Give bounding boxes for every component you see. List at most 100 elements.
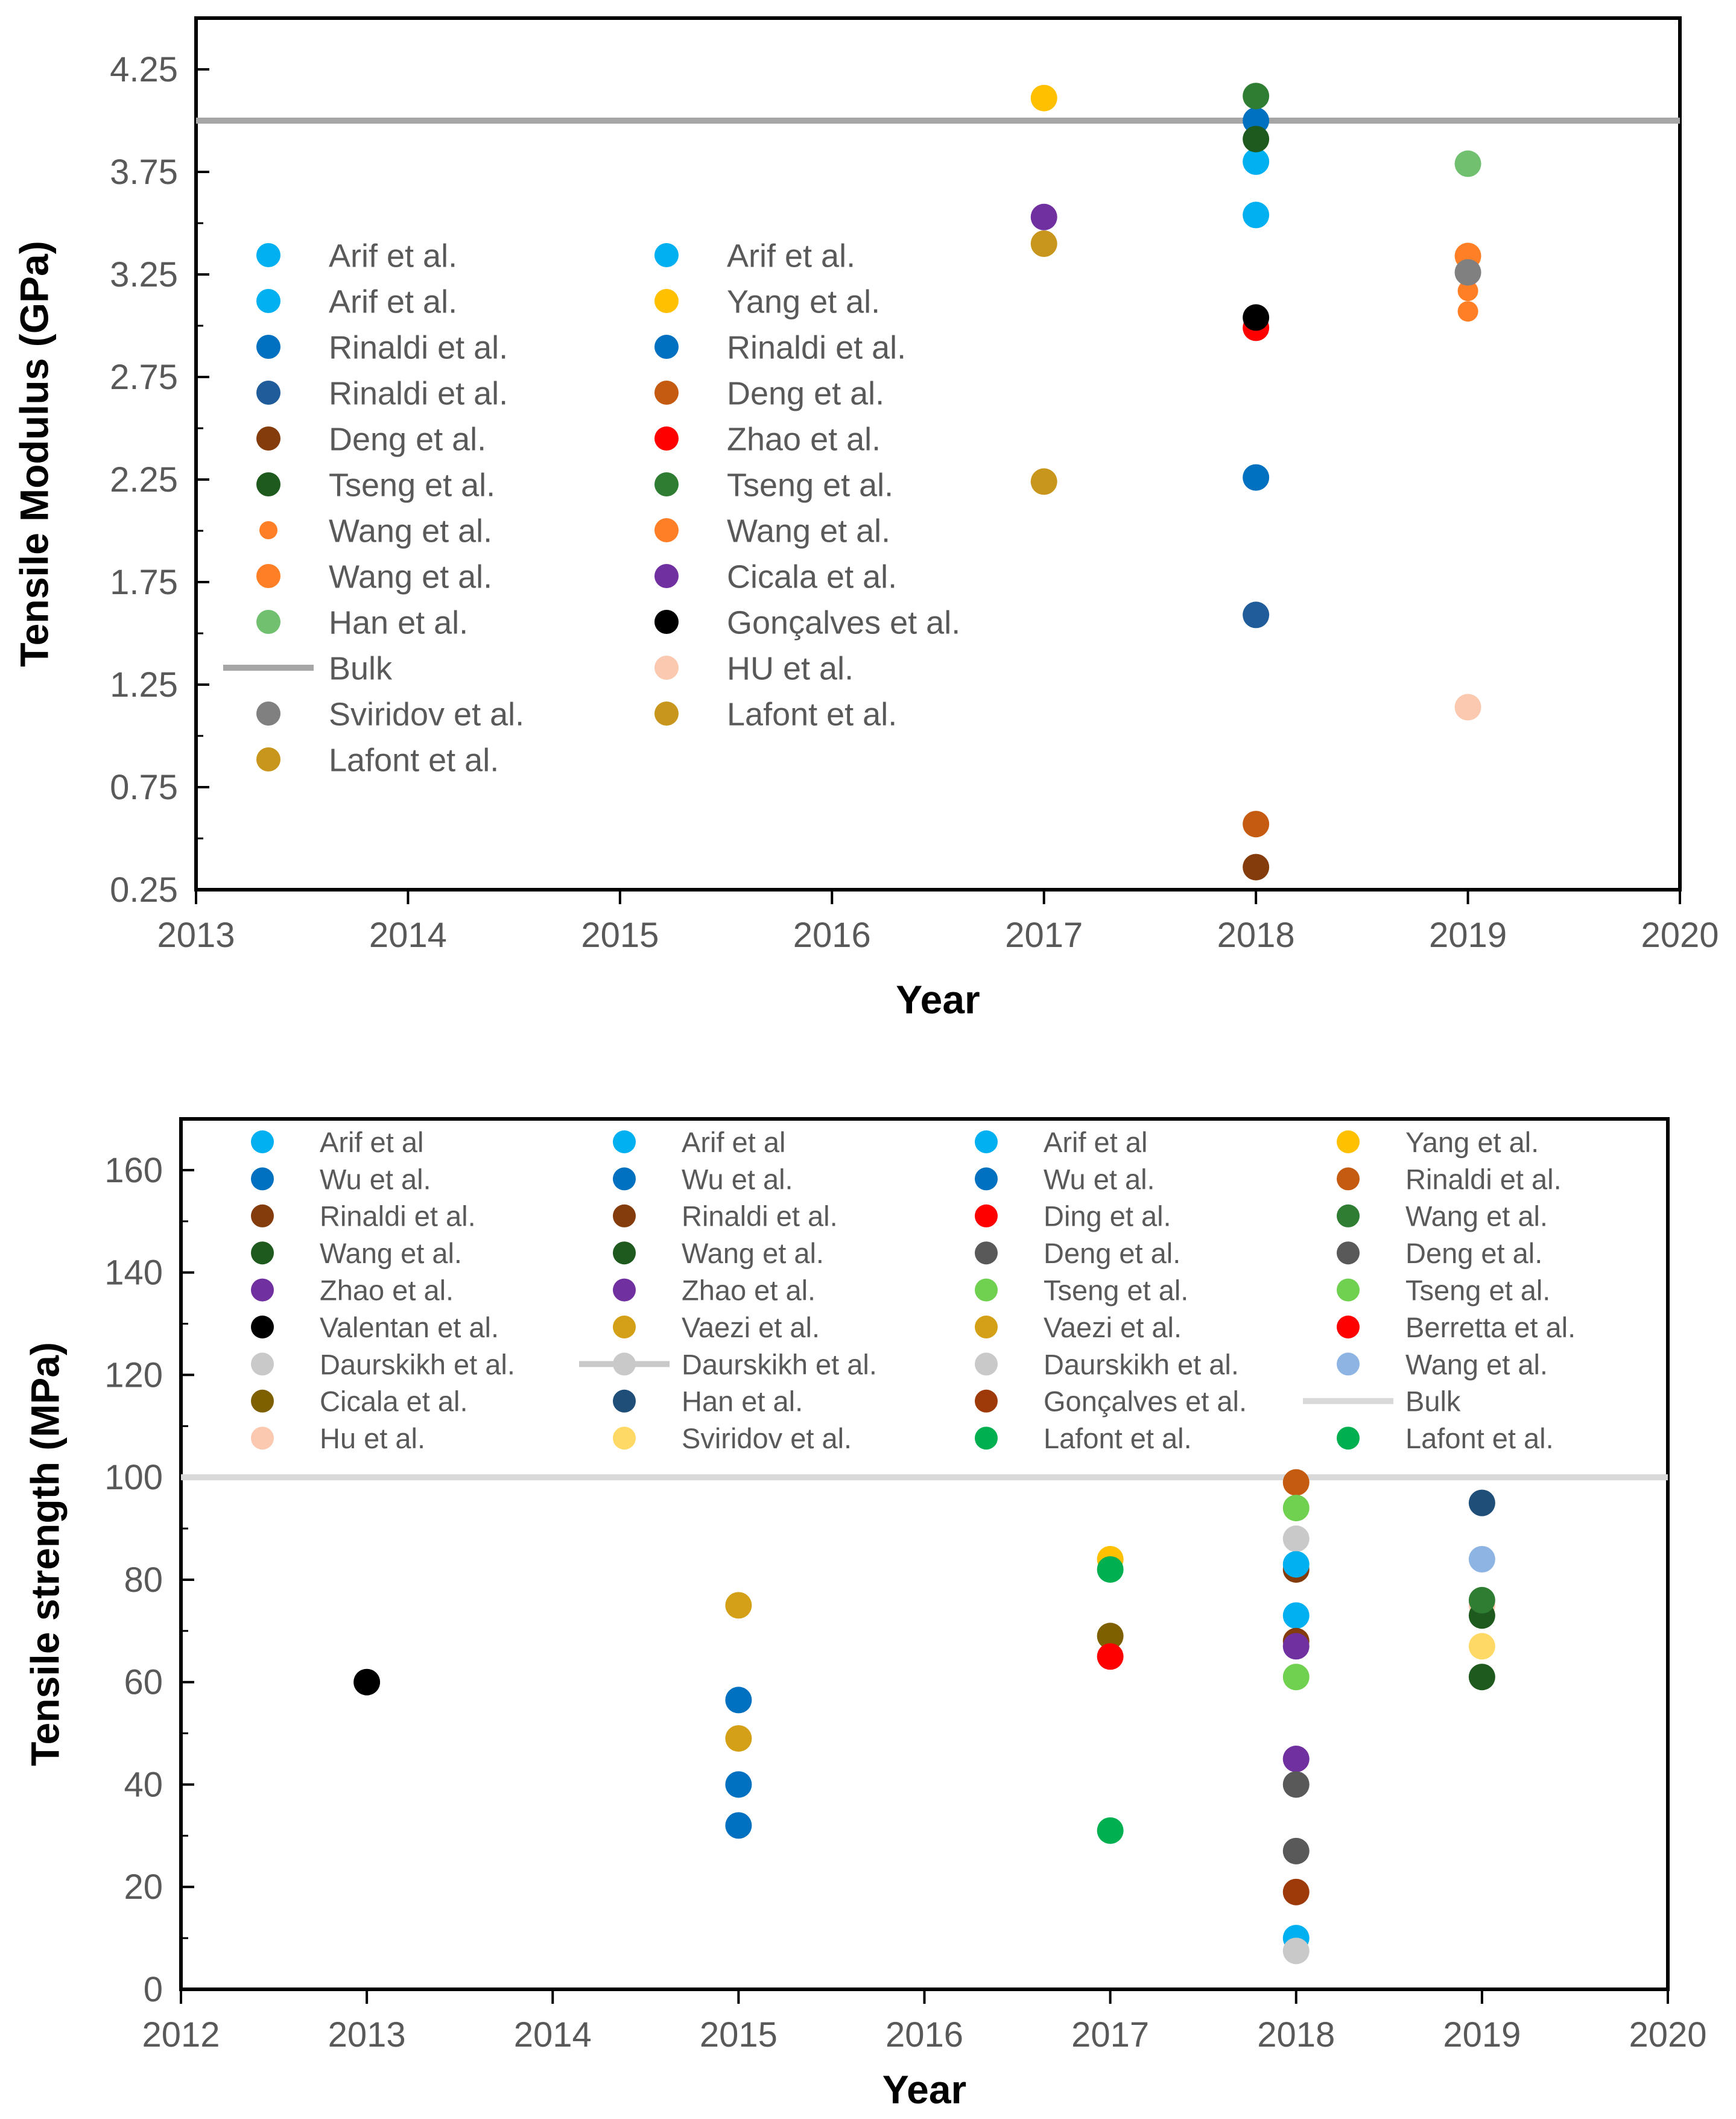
legend-marker — [975, 1427, 998, 1450]
y-tick-label: 0.25 — [110, 870, 178, 910]
legend-marker — [256, 243, 280, 267]
legend-marker — [251, 1204, 274, 1227]
legend-label: Sviridov et al. — [682, 1422, 852, 1454]
legend-marker — [1337, 1278, 1360, 1302]
legend-marker — [654, 289, 679, 313]
legend-label: Deng et al. — [727, 375, 884, 411]
legend-marker — [613, 1427, 636, 1450]
legend-label: Deng et al. — [1405, 1237, 1542, 1269]
x-tick-label: 2016 — [885, 2015, 963, 2054]
plot-frame — [194, 16, 1682, 892]
legend-label: Valentan et al. — [320, 1311, 499, 1343]
legend-marker — [654, 243, 679, 267]
y-tick-label: 3.25 — [110, 255, 178, 294]
legend-marker — [1337, 1241, 1360, 1265]
data-point — [1468, 1633, 1495, 1660]
legend-marker — [613, 1204, 636, 1227]
legend-label: Wang et al. — [727, 513, 890, 549]
data-point — [1282, 1602, 1310, 1629]
x-tick-label: 2020 — [1629, 2015, 1706, 2054]
legend-marker — [654, 702, 679, 726]
legend-label: Wang et al. — [329, 513, 492, 549]
y-tick-label: 120 — [104, 1355, 163, 1395]
legend-label: Arif et al — [1044, 1126, 1147, 1158]
legend-marker — [654, 335, 679, 359]
legend-marker — [1337, 1316, 1360, 1338]
legend-marker — [975, 1352, 998, 1376]
y-tick-label: 1.25 — [110, 665, 178, 705]
x-tick-label: 2019 — [1429, 916, 1507, 955]
x-tick-label: 2014 — [514, 2015, 592, 2054]
legend-label: Daurskikh et al. — [1044, 1348, 1239, 1380]
data-points — [1030, 83, 1481, 881]
legend-label: Rinaldi et al. — [682, 1200, 838, 1232]
legend-marker — [251, 1278, 274, 1302]
data-point — [1282, 1837, 1310, 1864]
legend-label: Vaezi et al. — [682, 1311, 820, 1343]
legend-label: Arif et al. — [329, 283, 457, 320]
data-point — [1097, 1817, 1124, 1844]
legend-label: Lafont et al. — [1405, 1422, 1554, 1454]
legend-marker — [251, 1389, 274, 1413]
data-point — [1454, 259, 1481, 286]
legend-marker — [613, 1167, 636, 1191]
legend-label: Arif et al — [682, 1126, 785, 1158]
x-tick-label: 2020 — [1641, 916, 1719, 955]
data-point — [725, 1592, 752, 1619]
legend-marker — [256, 335, 280, 359]
x-axis-label: Year — [882, 2067, 966, 2112]
data-point — [1097, 1623, 1124, 1650]
plot-frame — [179, 1117, 1670, 1991]
legend-marker — [256, 702, 280, 726]
legend-label: Wang et al. — [320, 1237, 462, 1269]
x-tick-label: 2018 — [1257, 2015, 1335, 2054]
y-tick-label: 100 — [104, 1458, 163, 1497]
data-point — [725, 1725, 752, 1752]
data-point — [1243, 107, 1270, 134]
legend-marker — [613, 1241, 636, 1265]
chart-2: 0 20 40 60 80 100 120 140 160 2012 2013 2014 2015 201… — [22, 1117, 1707, 2112]
legend-marker — [1337, 1167, 1360, 1191]
legend-label: Gonçalves et al. — [727, 604, 960, 641]
data-point — [1282, 1551, 1310, 1578]
legend: Arif et al. Arif et al. Rinaldi et al. Rina… — [223, 238, 960, 778]
legend-marker — [256, 472, 280, 496]
legend-marker — [654, 656, 679, 680]
data-point — [1243, 464, 1270, 491]
data-point — [1457, 301, 1478, 322]
legend-marker — [654, 426, 679, 451]
legend-label: Rinaldi et al. — [1405, 1163, 1562, 1195]
legend-marker — [1337, 1130, 1360, 1153]
legend-label: Ding et al. — [1044, 1200, 1171, 1232]
legend-marker — [975, 1241, 998, 1265]
legend-marker — [259, 521, 277, 539]
legend-label: Vaezi et al. — [1044, 1311, 1182, 1343]
x-tick-label: 2019 — [1443, 2015, 1521, 2054]
data-point — [725, 1771, 752, 1798]
data-point — [1243, 201, 1270, 229]
legend-label: Cicala et al. — [320, 1386, 468, 1417]
legend-label: Cicala et al. — [727, 559, 897, 595]
legend-label: Arif et al. — [727, 238, 855, 274]
legend-label: Gonçalves et al. — [1044, 1386, 1247, 1417]
y-tick-label: 20 — [124, 1867, 163, 1907]
legend-label: Yang et al. — [1405, 1126, 1539, 1158]
data-point — [1243, 125, 1270, 153]
data-point — [1243, 148, 1270, 175]
legend-marker — [1337, 1204, 1360, 1227]
x-tick-label: 2018 — [1217, 916, 1295, 955]
data-point — [1282, 1746, 1310, 1773]
data-point — [1468, 1545, 1495, 1573]
legend-marker — [256, 289, 280, 313]
y-tick-label: 3.75 — [110, 153, 178, 192]
y-tick-label: 140 — [104, 1253, 163, 1293]
data-point — [1282, 1633, 1310, 1660]
y-axis-label: Tensile strength (MPa) — [22, 1342, 67, 1766]
y-tick-label: 80 — [124, 1560, 163, 1600]
legend-marker — [613, 1130, 636, 1153]
legend-label: Zhao et al. — [727, 421, 881, 457]
data-point — [1457, 280, 1478, 302]
legend-marker — [654, 472, 679, 496]
chart-1: 0.25 0.75 1.25 1.75 2.25 2.75 3.25 3.75 4.25 2013… — [11, 16, 1719, 1022]
